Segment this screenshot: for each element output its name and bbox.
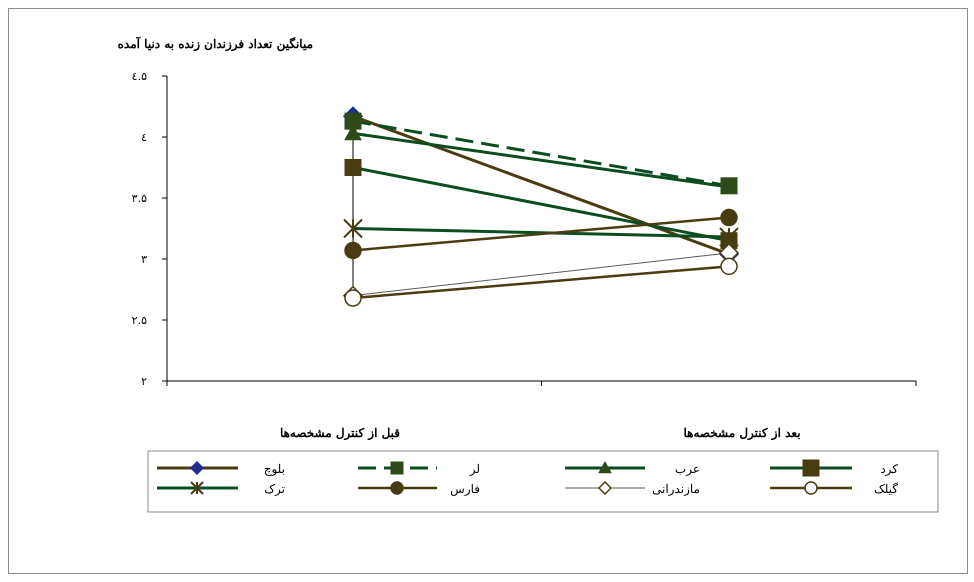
y-tick-label: ۲.۵ xyxy=(132,314,147,327)
legend-marker-7 xyxy=(804,481,818,495)
data-point-2-0 xyxy=(344,124,362,141)
y-tick-label: ٤ xyxy=(141,131,147,144)
legend-marker-4 xyxy=(190,481,204,495)
data-point-3-0 xyxy=(344,159,362,176)
legend-label-6: مازندرانی xyxy=(652,482,700,496)
x-category-label: بعد از کنترل مشخصه‌ها xyxy=(683,426,800,441)
legend-marker-0 xyxy=(189,460,205,476)
series-lines xyxy=(352,114,730,300)
legend-marker-6 xyxy=(597,480,613,496)
series-line-0 xyxy=(352,114,730,256)
legend-marker-3 xyxy=(802,459,820,477)
series-markers xyxy=(342,106,740,307)
legend-marker-1 xyxy=(390,461,404,475)
legend-label-5: فارس xyxy=(450,482,480,496)
legend-label-0: بلوچ xyxy=(264,462,285,476)
series-line-7 xyxy=(352,265,730,300)
x-category-labels: قبل از کنترل مشخصه‌ها بعد از کنترل مشخصه‌… xyxy=(280,426,801,441)
data-point-7-1 xyxy=(720,257,738,276)
legend-label-7: گیلک xyxy=(874,482,898,496)
legend-label-1: لر xyxy=(469,462,480,476)
series-line-1 xyxy=(352,119,730,188)
x-category-label: قبل از کنترل مشخصه‌ها xyxy=(280,426,400,441)
data-point-4-0 xyxy=(343,218,363,239)
y-tick-label: ۳ xyxy=(141,253,147,266)
series-line-2 xyxy=(352,131,730,189)
series-line-6 xyxy=(352,252,730,297)
y-tick-label: ۲ xyxy=(141,375,147,388)
legend-label-2: عرب xyxy=(675,462,700,476)
series-line-5 xyxy=(352,216,730,252)
axes: ۲ ۲.۵ ۳ ۳.۵ ٤ ٤.۵ xyxy=(132,70,917,388)
legend-label-4: ترک xyxy=(264,482,285,496)
data-point-7-0 xyxy=(344,289,362,307)
legend: بلوچ لر عرب کرد ترک فارس مازندرانی گیلک xyxy=(147,450,939,513)
data-point-5-1 xyxy=(720,208,738,227)
y-axis-title: میانگین تعداد فرزندان زنده به دنیا آمده xyxy=(118,35,313,52)
legend-marker-2 xyxy=(598,460,612,474)
legend-label-3: کرد xyxy=(880,462,898,476)
data-point-2-1 xyxy=(720,177,738,194)
legend-marker-5 xyxy=(390,481,404,495)
y-tick-label: ۳.۵ xyxy=(132,192,147,205)
series-line-3 xyxy=(352,166,730,243)
data-point-5-0 xyxy=(344,241,362,260)
y-tick-label: ٤.۵ xyxy=(132,70,147,83)
